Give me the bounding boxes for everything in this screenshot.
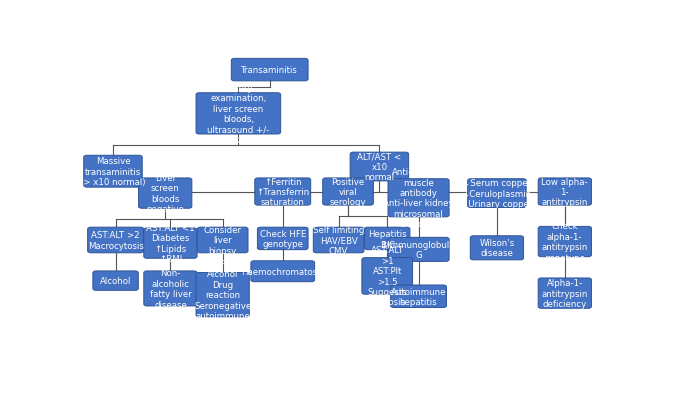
Text: Massive
transaminitis
(> x10 normal): Massive transaminitis (> x10 normal) [80, 157, 146, 187]
FancyBboxPatch shape [144, 228, 197, 259]
FancyBboxPatch shape [538, 278, 592, 309]
FancyBboxPatch shape [88, 228, 144, 253]
Text: Alpha-1-
antitrypsin
deficiency: Alpha-1- antitrypsin deficiency [542, 279, 588, 308]
Text: Haemochromatosis: Haemochromatosis [241, 267, 324, 276]
FancyBboxPatch shape [350, 153, 408, 181]
Text: History,
examination,
liver screen
bloods,
ultrasound +/-
MRCP: History, examination, liver screen blood… [207, 84, 270, 145]
Text: Non-
alcoholic
fatty liver
disease: Non- alcoholic fatty liver disease [150, 269, 191, 309]
Text: Self limiting
HAV/EBV
CMV: Self limiting HAV/EBV CMV [313, 226, 365, 255]
Text: AST:ALT >2
Macrocytosis: AST:ALT >2 Macrocytosis [88, 231, 144, 250]
FancyBboxPatch shape [538, 179, 592, 206]
FancyBboxPatch shape [144, 271, 197, 306]
Text: Positive
viral
serology: Positive viral serology [330, 177, 367, 207]
Text: AST:ALT <1
Diabetes
↑Lipids
↑BMI: AST:ALT <1 Diabetes ↑Lipids ↑BMI [146, 224, 195, 264]
FancyBboxPatch shape [470, 236, 524, 260]
Text: AST:ALT
>1
AST:Plt
>1.5
Suggests
cirrhosis: AST:ALT >1 AST:Plt >1.5 Suggests cirrhos… [367, 246, 407, 307]
FancyBboxPatch shape [255, 179, 311, 206]
Text: Hepatitis
B/C: Hepatitis B/C [368, 229, 406, 249]
FancyBboxPatch shape [84, 156, 142, 188]
FancyBboxPatch shape [196, 94, 280, 135]
Text: ALT/AST <
x10
normal: ALT/AST < x10 normal [357, 152, 402, 182]
FancyBboxPatch shape [257, 228, 308, 250]
Text: Low alpha-
1-
antitrypsin: Low alpha- 1- antitrypsin [541, 177, 588, 207]
Text: Anti-smooth
muscle
antibody
Anti-liver kidney
microsomal
antibody: Anti-smooth muscle antibody Anti-liver k… [384, 168, 454, 229]
FancyBboxPatch shape [468, 179, 526, 208]
Text: Autoimmune
hepatitis: Autoimmune hepatitis [391, 287, 446, 306]
Text: Check
alpha-1-
antitrypsin
genotype: Check alpha-1- antitrypsin genotype [542, 222, 588, 262]
Text: Alcohol: Alcohol [100, 277, 131, 286]
FancyBboxPatch shape [388, 238, 449, 262]
FancyBboxPatch shape [197, 228, 248, 253]
Text: Consider
liver
biopsy: Consider liver biopsy [204, 226, 242, 255]
FancyBboxPatch shape [391, 285, 446, 308]
FancyBboxPatch shape [365, 228, 410, 250]
FancyBboxPatch shape [362, 258, 412, 294]
Text: Liver
screen
bloods
negative: Liver screen bloods negative [146, 174, 184, 214]
Text: NAFLD
Alcohol
Drug
reaction
Seronegative
autoimmune
hepatitis: NAFLD Alcohol Drug reaction Seronegative… [194, 259, 251, 330]
FancyBboxPatch shape [323, 179, 373, 206]
Text: ↑Immunoglobulin
G: ↑Immunoglobulin G [380, 240, 457, 260]
Text: ↑Ferritin
↑Transferrin
saturation: ↑Ferritin ↑Transferrin saturation [256, 177, 309, 207]
FancyBboxPatch shape [196, 273, 249, 317]
FancyBboxPatch shape [139, 179, 192, 209]
FancyBboxPatch shape [231, 59, 308, 82]
Text: Check HFE
genotype: Check HFE genotype [259, 229, 306, 249]
Text: Wilson's
disease: Wilson's disease [479, 239, 514, 258]
FancyBboxPatch shape [251, 261, 315, 282]
Text: Transaminitis: Transaminitis [241, 66, 298, 75]
FancyBboxPatch shape [388, 179, 449, 217]
FancyBboxPatch shape [313, 228, 364, 253]
Text: ↓Serum copper
↓Ceruloplasmin
↑Urinary copper: ↓Serum copper ↓Ceruloplasmin ↑Urinary co… [461, 179, 532, 209]
FancyBboxPatch shape [93, 271, 138, 291]
FancyBboxPatch shape [538, 227, 592, 257]
